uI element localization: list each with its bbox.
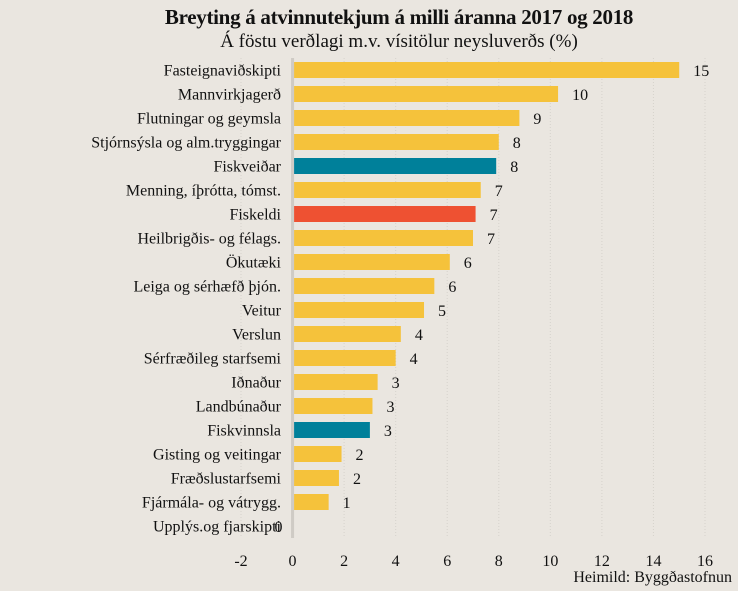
category-label: Mannvirkjagerð [178, 87, 281, 104]
x-tick-label: 4 [392, 553, 400, 570]
category-label: Leiga og sérhæfð þjón. [133, 279, 281, 296]
category-label: Fjármála- og vátrygg. [142, 495, 281, 512]
data-label: 2 [356, 447, 364, 464]
category-label: Upplýs.og fjarskipti [153, 519, 282, 536]
source-note: Heimild: Byggðastofnun [573, 569, 732, 586]
bar-17 [294, 470, 339, 486]
bars [294, 62, 680, 510]
category-label: Heilbrigðis- og félags. [137, 231, 281, 248]
category-labels: Fasteignaviðskipti Mannvirkjagerð Flutning… [91, 63, 281, 536]
category-label: Landbúnaður [196, 399, 282, 416]
bar-18 [294, 494, 329, 510]
bar-10 [294, 302, 425, 318]
bar-16 [294, 446, 342, 462]
category-label: Veitur [242, 303, 282, 320]
x-tick-label: 2 [340, 553, 348, 570]
bar-5 [294, 182, 481, 198]
data-label: 6 [464, 255, 472, 272]
category-label: Fiskveiðar [213, 159, 281, 176]
x-tick-label: 8 [495, 553, 503, 570]
category-label: Menning, íþrótta, tómst. [126, 183, 281, 200]
bar-3 [294, 134, 499, 150]
data-label: 3 [392, 375, 400, 392]
data-label: 10 [572, 87, 588, 104]
bar-11 [294, 326, 401, 342]
bar-9 [294, 278, 435, 294]
bar-8 [294, 254, 450, 270]
category-label: Iðnaður [231, 375, 281, 392]
category-label: Sérfræðileg starfsemi [144, 351, 282, 368]
category-label: Fiskeldi [229, 207, 281, 224]
data-label: 3 [386, 399, 394, 416]
x-tick-label: 10 [542, 553, 558, 570]
data-label: 5 [438, 303, 446, 320]
data-label: 8 [510, 159, 518, 176]
category-label: Fiskvinnsla [207, 423, 281, 440]
category-label: Fræðslustarfsemi [171, 471, 282, 488]
bar-13 [294, 374, 378, 390]
data-label: 4 [410, 351, 418, 368]
data-label: 8 [513, 135, 521, 152]
x-tick-label: 0 [289, 553, 297, 570]
category-label: Ökutæki [226, 254, 282, 272]
category-label: Fasteignaviðskipti [164, 63, 282, 80]
x-tick-label: -2 [234, 553, 247, 570]
data-label: 15 [693, 63, 709, 80]
category-label: Verslun [232, 327, 281, 344]
data-label: 2 [353, 471, 361, 488]
category-label: Stjórnsýsla og alm.tryggingar [91, 135, 281, 152]
bar-2 [294, 110, 520, 126]
data-label: 6 [448, 279, 456, 296]
category-label: Gisting og veitingar [153, 447, 282, 464]
bar-12 [294, 350, 396, 366]
bar-15 [294, 422, 370, 438]
bar-1 [294, 86, 559, 102]
bar-7 [294, 230, 473, 246]
bar-0 [294, 62, 680, 78]
chart-subtitle: Á föstu verðlagi m.v. vísitölur neysluve… [220, 31, 578, 52]
category-label: Flutningar og geymsla [137, 111, 281, 128]
data-label: 3 [384, 423, 392, 440]
x-tick-label: 6 [443, 553, 451, 570]
chart-title: Breyting á atvinnutekjum á milli áranna … [164, 5, 634, 29]
data-label: 4 [415, 327, 423, 344]
data-label: 7 [495, 183, 503, 200]
gridlines [240, 58, 706, 538]
data-label: 1 [343, 495, 351, 512]
bar-14 [294, 398, 373, 414]
x-tick-label: 12 [594, 553, 610, 570]
data-label: 7 [490, 207, 498, 224]
data-label: 9 [533, 111, 541, 128]
data-label: 7 [487, 231, 495, 248]
x-tick-label: 14 [645, 553, 661, 570]
x-axis-tick-labels: -2 0 2 4 6 8 10 12 14 16 [234, 553, 713, 570]
data-label: 0 [275, 519, 283, 536]
bar-6 [294, 206, 476, 222]
bar-4 [294, 158, 497, 174]
x-tick-label: 16 [697, 553, 713, 570]
